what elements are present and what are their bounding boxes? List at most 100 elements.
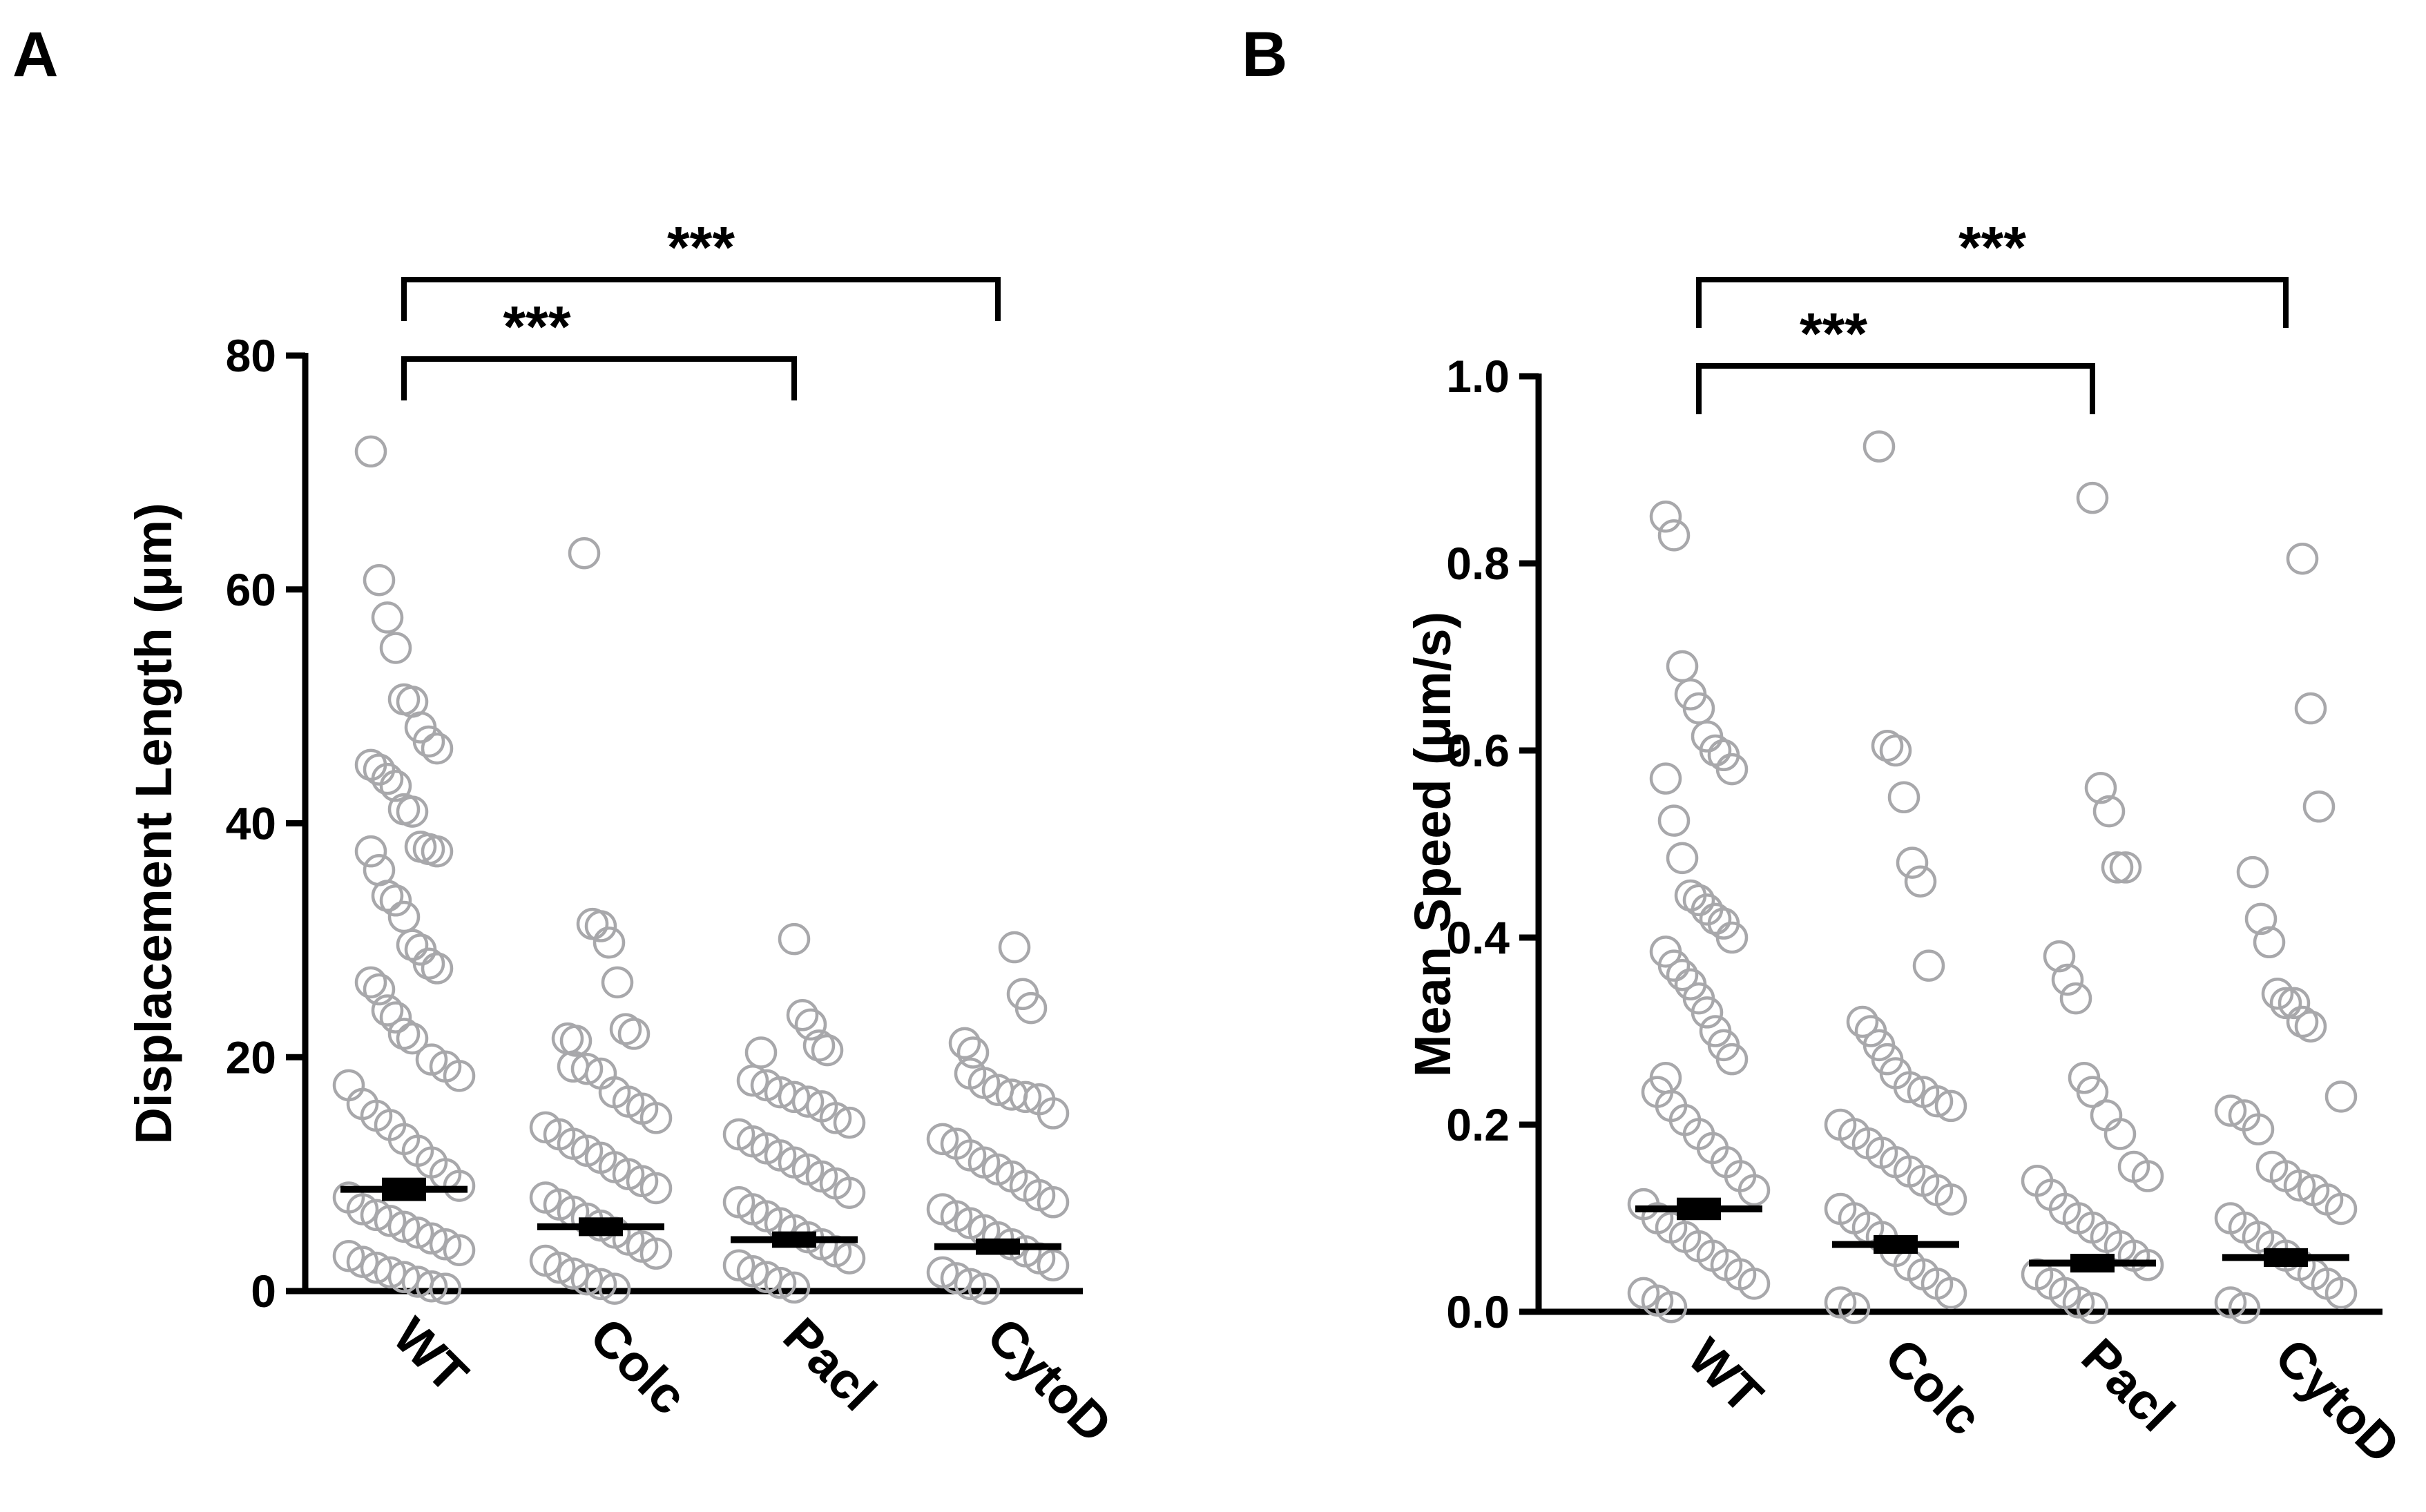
data-point [1666,650,1699,683]
data-point [543,1251,576,1284]
data-point [833,1106,866,1139]
data-point [1657,519,1691,552]
data-point [363,753,396,786]
data-point [1009,1080,1042,1114]
data-point [956,1036,990,1069]
significance-bracket [401,356,797,400]
data-point [412,947,445,980]
data-point [811,1034,844,1067]
data-point [371,880,404,912]
data-point [363,563,396,597]
y-axis-title: Displacement Length (μm) [125,503,182,1144]
data-point [764,1266,797,1299]
data-point [371,601,404,634]
data-point [1715,1043,1749,1076]
data-point [1934,1089,1967,1123]
significance-label: *** [1958,215,2026,280]
data-point [332,1069,365,1102]
data-point [401,1217,434,1249]
data-point [387,1261,421,1293]
panel-b-chart: 0.0 0.2 0.4 0.6 0.8 1.0 Mean Speed (μm/s) WT Col… [1404,215,2411,1474]
data-point [2253,926,2286,959]
data-point [1691,996,1724,1029]
data-point [2076,481,2109,514]
data-point [2324,1192,2358,1225]
data-point [926,1123,959,1156]
data-point [371,994,404,1027]
data-point [421,952,454,985]
data-point [1666,958,1699,991]
data-point [593,927,626,959]
data-point [2269,987,2302,1020]
data-point [1657,804,1691,837]
y-tick-label: 80 [226,330,276,381]
data-point [429,1272,462,1305]
data-point [1699,902,1732,936]
data-point [2324,1277,2358,1310]
data-point [833,1176,866,1209]
data-point [948,1027,981,1060]
data-point [744,1036,778,1069]
data-point [954,1268,987,1301]
data-point [584,910,617,942]
x-tick-label: CytoD [976,1307,1124,1454]
data-point [584,1268,617,1301]
data-point [371,762,404,795]
data-point [1934,1277,1967,1310]
data-point [363,973,396,1006]
data-point [421,835,454,868]
data-point [778,922,811,956]
y-tick-label: 1.0 [1446,351,1510,402]
data-point [722,1249,755,1281]
significance-label: *** [503,294,570,359]
data-point [374,1205,407,1237]
data-point [1715,921,1749,954]
data-point [346,1193,379,1225]
data-point [2278,987,2311,1020]
data-point [786,999,819,1031]
data-point [2059,982,2092,1015]
data-point [396,1022,429,1055]
data-point [1037,1097,1070,1130]
x-tick-label: CytoD [2264,1328,2411,1475]
data-point [601,966,634,999]
data-point [819,1102,852,1134]
data-point [2236,855,2269,889]
x-tick-label: Pacl [773,1307,887,1422]
data-point [736,1254,769,1288]
data-point [443,1234,476,1266]
y-tick-label: 0.6 [1446,725,1510,776]
data-point [2283,1169,2316,1202]
data-point [2131,1160,2164,1192]
data-point [2090,1099,2123,1132]
panel-a-chart: 0 20 40 60 80 Displacement Length (μm) WT Colc P… [125,215,1123,1453]
data-point [2324,1080,2358,1113]
data-point [1838,1292,1871,1324]
data-point [421,732,454,765]
significance-label: *** [667,215,735,280]
data-point [791,1085,825,1118]
significance-bracket [401,277,1001,321]
data-point [967,1272,1001,1305]
data-point [617,1018,651,1050]
data-point [1893,1071,1926,1104]
data-point [1037,1249,1070,1281]
data-point [2076,1076,2109,1108]
x-tick-label: Colc [1874,1328,1993,1446]
data-point [2242,1113,2275,1146]
data-point [396,929,429,961]
data-point [794,1008,827,1041]
data-point [1737,1174,1771,1207]
x-tick-label: Colc [579,1307,698,1426]
x-tick-label: WT [383,1307,479,1404]
data-point [998,931,1031,964]
data-point [940,1262,973,1295]
data-point [1871,729,1904,762]
data-point [1037,1186,1070,1219]
significance-bracket [1696,363,2095,414]
data-point [1887,781,1920,813]
data-point [778,1080,811,1114]
data-point [2092,795,2126,828]
data-point [1657,949,1691,982]
data-point [736,1064,769,1097]
